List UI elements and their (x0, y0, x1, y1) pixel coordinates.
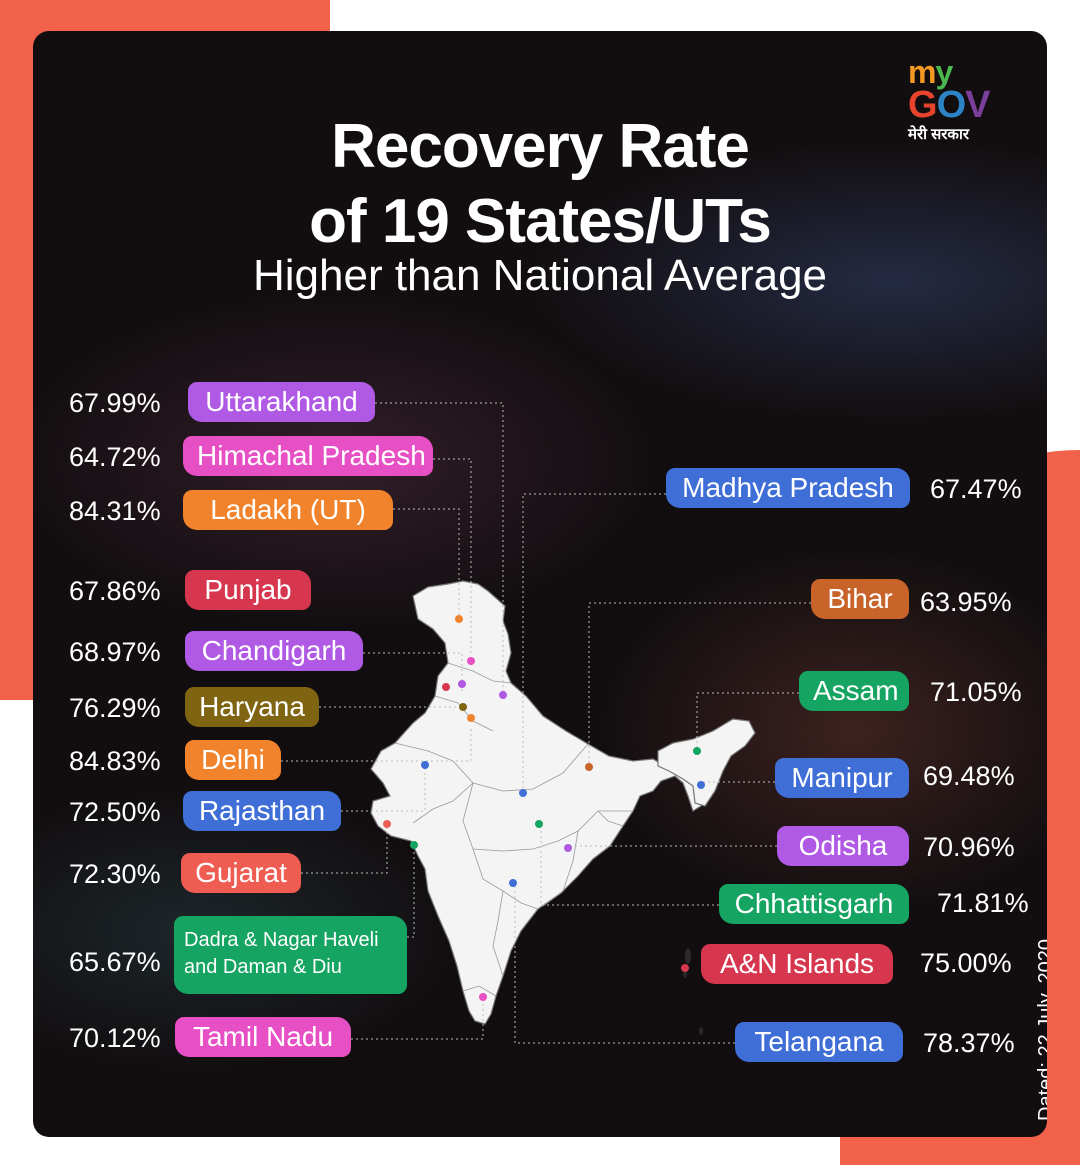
label-telangana: Telangana (735, 1022, 903, 1062)
label-gujarat: Gujarat (181, 853, 301, 893)
leader-chhattisgarh (540, 824, 719, 906)
leader-lines (281, 402, 811, 1044)
leader-bihar (588, 602, 811, 768)
rate-rajasthan: 72.50% (69, 797, 161, 827)
rate-madhya-pradesh: 67.47% (930, 474, 1022, 504)
label-rajasthan: Rajasthan (183, 791, 341, 831)
title-line-2: of 19 States/UTs (309, 187, 772, 256)
dot-an-islands (681, 964, 689, 972)
dot-himachal-pradesh (467, 657, 475, 665)
label-ladakh: Ladakh (UT) (183, 490, 393, 530)
dot-tamil-nadu (479, 993, 487, 1001)
leader-himachal-pradesh (433, 458, 472, 653)
label-chandigarh: Chandigarh (185, 631, 363, 671)
rate-gujarat: 72.30% (69, 859, 161, 889)
rate-bihar: 63.95% (920, 587, 1012, 617)
dot-chhattisgarh (535, 820, 543, 828)
leader-rajasthan (341, 766, 426, 812)
dot-uttarakhand (499, 691, 507, 699)
rate-chandigarh: 68.97% (69, 637, 161, 667)
dot-telangana (509, 879, 517, 887)
rate-delhi: 84.83% (69, 746, 161, 776)
dot-punjab (442, 683, 450, 691)
rate-himachal-pradesh: 64.72% (69, 442, 161, 472)
rate-an-islands: 75.00% (920, 948, 1012, 978)
label-haryana: Haryana (185, 687, 319, 727)
rate-chhattisgarh: 71.81% (937, 888, 1029, 918)
leader-madhya-pradesh (522, 493, 666, 793)
dot-madhya-pradesh (519, 789, 527, 797)
rate-odisha: 70.96% (923, 832, 1015, 862)
dot-haryana (459, 703, 467, 711)
india-map (370, 580, 756, 1035)
rate-tamil-nadu: 70.12% (69, 1023, 161, 1053)
leader-ladakh (393, 508, 460, 619)
state-borders (394, 662, 633, 997)
rate-assam: 71.05% (930, 677, 1022, 707)
dot-ladakh (455, 615, 463, 623)
label-punjab: Punjab (185, 570, 311, 610)
label-bihar: Bihar (811, 579, 909, 619)
title-line-1: Recovery Rate (331, 112, 750, 181)
logo-gov: GOV (908, 84, 990, 126)
dot-manipur (697, 781, 705, 789)
mygov-logo: my GOV मेरी सरकार (908, 56, 1018, 144)
northeast-shape (657, 718, 756, 807)
label-madhya-pradesh: Madhya Pradesh (666, 468, 910, 508)
rate-haryana: 76.29% (69, 693, 161, 723)
dot-dadra (410, 841, 418, 849)
label-assam: Assam (799, 671, 909, 711)
label-uttarakhand: Uttarakhand (188, 382, 375, 422)
leader-telangana (514, 883, 735, 1044)
subtitle: Higher than National Average (252, 251, 828, 300)
dot-assam (693, 747, 701, 755)
label-dadra: Dadra & Nagar Haveli and Daman & Diu (174, 916, 407, 994)
leader-delhi (281, 727, 472, 762)
location-dots (383, 615, 705, 1001)
leader-tamil-nadu (351, 999, 484, 1040)
infographic-card: Recovery Rate of 19 States/UTs Higher th… (33, 31, 1047, 1137)
date-stamp: Dated: 22 July, 2020 (1035, 939, 1047, 1121)
dot-delhi (467, 714, 475, 722)
leader-gujarat (301, 826, 388, 874)
label-dadra-line2: and Daman & Diu (184, 956, 342, 978)
logo-my-text: my (908, 54, 953, 90)
rate-telangana: 78.37% (923, 1028, 1015, 1058)
label-himachal-pradesh: Himachal Pradesh (183, 436, 433, 476)
rate-punjab: 67.86% (69, 576, 161, 606)
leader-assam (696, 692, 799, 753)
rate-dadra: 65.67% (69, 947, 161, 977)
label-dadra-line1: Dadra & Nagar Haveli (184, 929, 379, 951)
dot-odisha (564, 844, 572, 852)
dot-bihar (585, 763, 593, 771)
label-an-islands: A&N Islands (701, 944, 893, 984)
label-tamil-nadu: Tamil Nadu (175, 1017, 351, 1057)
rate-uttarakhand: 67.99% (69, 388, 161, 418)
dot-gujarat (383, 820, 391, 828)
label-odisha: Odisha (777, 826, 909, 866)
rate-manipur: 69.48% (923, 761, 1015, 791)
logo-my: my (908, 56, 1018, 88)
label-chhattisgarh: Chhattisgarh (719, 884, 909, 924)
label-manipur: Manipur (775, 758, 909, 798)
dot-rajasthan (421, 761, 429, 769)
rate-ladakh: 84.31% (69, 496, 161, 526)
label-delhi: Delhi (185, 740, 281, 780)
leader-dadra (407, 847, 415, 938)
logo-hindi: मेरी सरकार (908, 126, 969, 143)
leader-uttarakhand (375, 402, 504, 693)
dot-chandigarh (458, 680, 466, 688)
